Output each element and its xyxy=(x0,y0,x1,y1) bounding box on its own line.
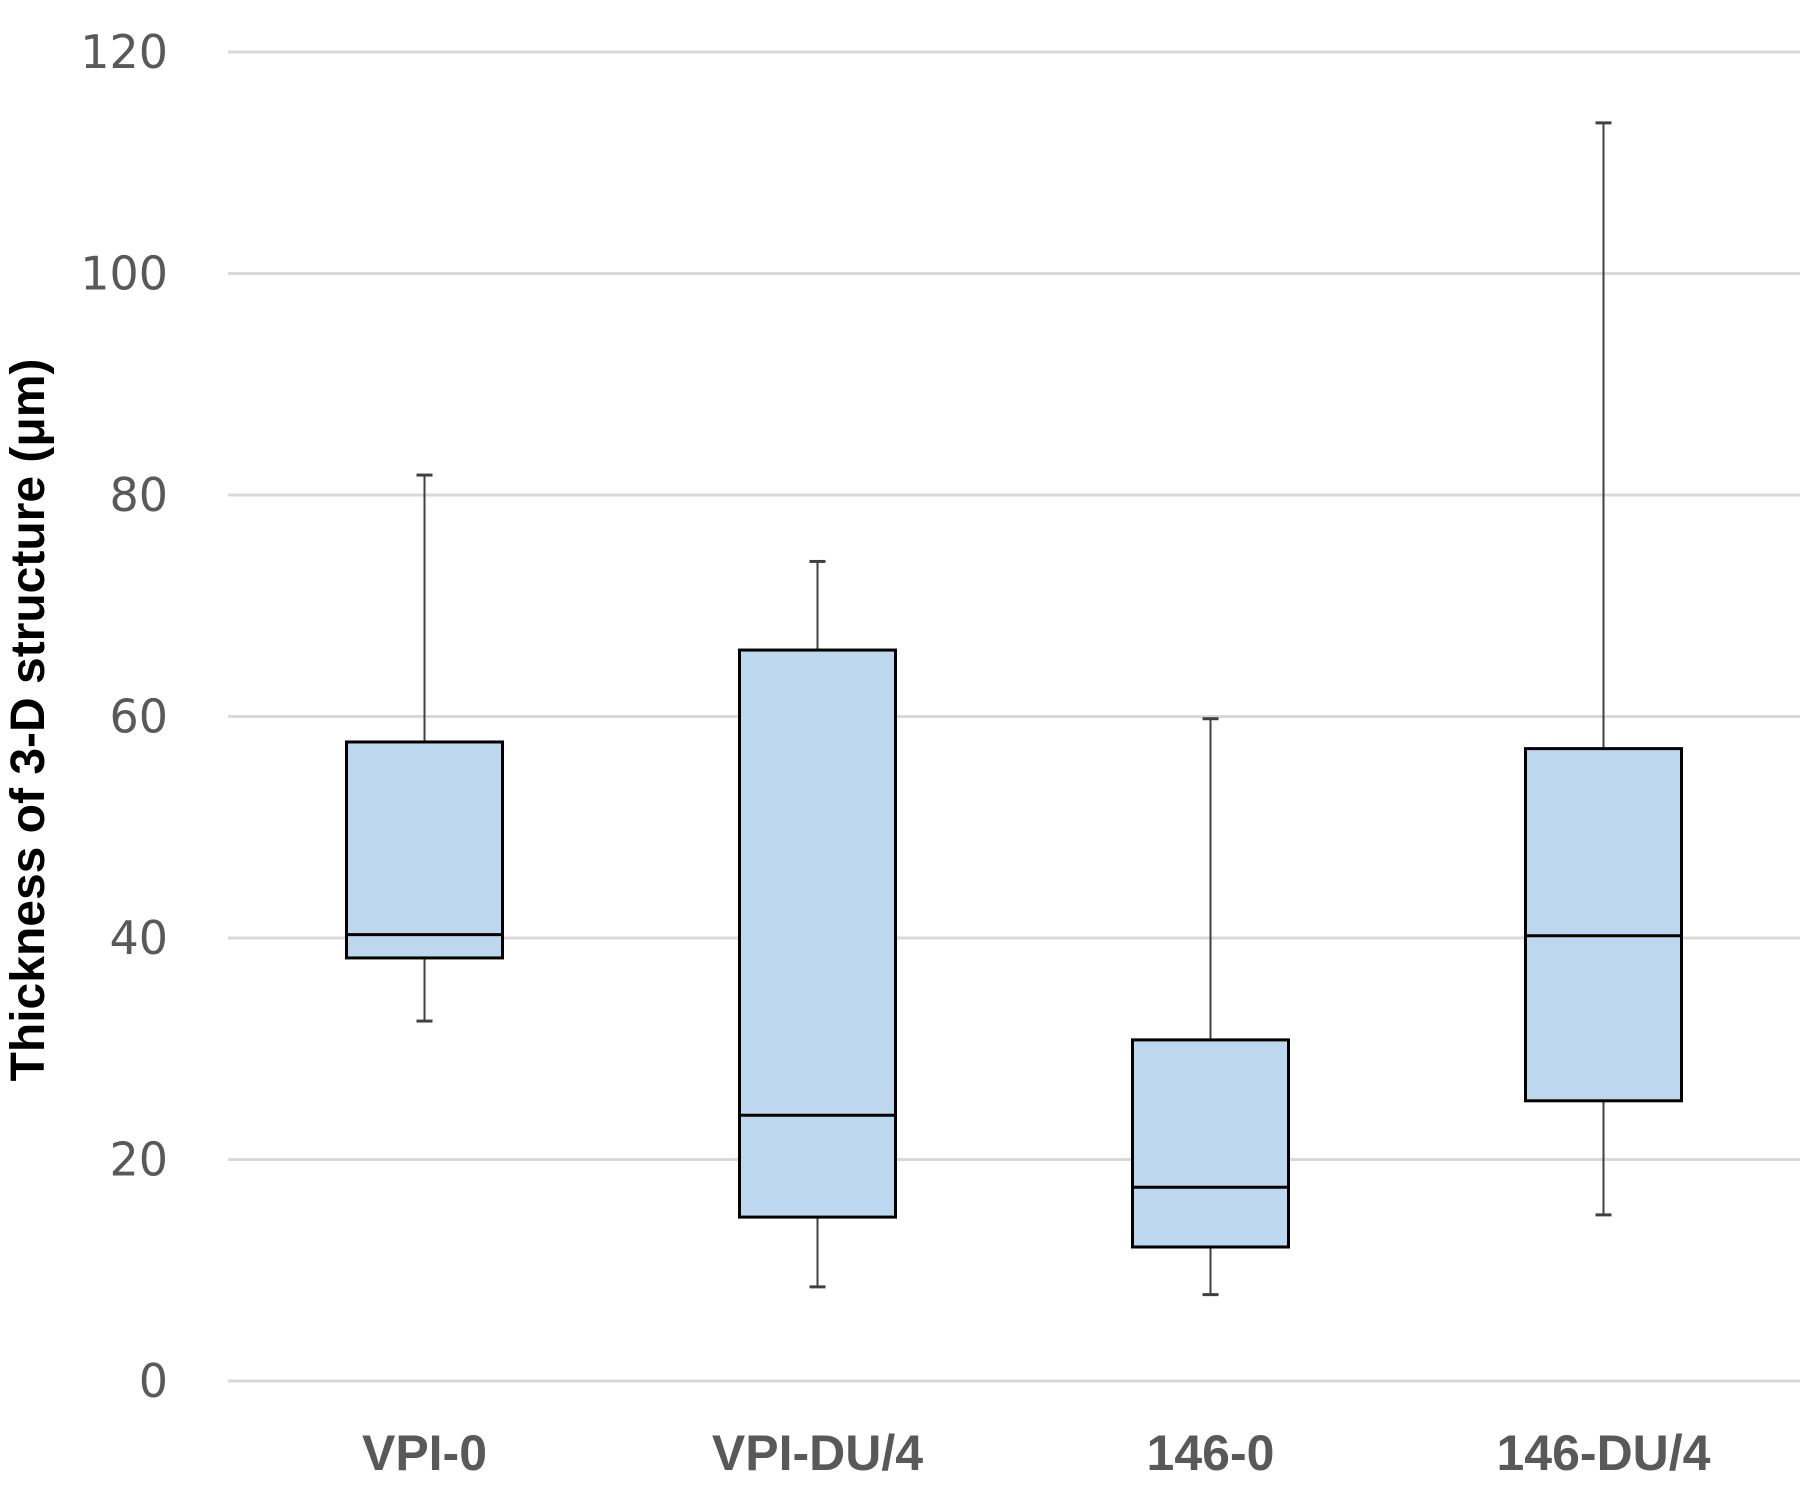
x-tick-label: VPI-DU/4 xyxy=(712,1425,923,1481)
interquartile-box xyxy=(345,740,504,960)
boxes xyxy=(345,121,1683,1297)
y-tick-label: 0 xyxy=(139,1354,168,1408)
gridlines xyxy=(228,50,1800,1383)
interquartile-box xyxy=(738,648,897,1219)
box-VPI-DU/4 xyxy=(738,559,897,1289)
y-tick-label: 120 xyxy=(80,25,168,79)
x-axis-ticks: VPI-0 VPI-DU/4 146-0 146-DU/4 xyxy=(362,1425,1711,1481)
y-tick-label: 100 xyxy=(80,247,168,301)
interquartile-box xyxy=(1131,1038,1290,1249)
interquartile-box xyxy=(1524,747,1683,1103)
x-tick-label: 146-DU/4 xyxy=(1497,1425,1711,1481)
y-tick-label: 60 xyxy=(109,690,168,744)
y-tick-label: 40 xyxy=(109,911,168,965)
y-tick-label: 80 xyxy=(109,468,168,522)
box-VPI-0 xyxy=(345,473,504,1023)
y-axis-title: Thickness of 3-D structure (μm) xyxy=(2,359,55,1082)
box-146-0 xyxy=(1131,717,1290,1297)
x-tick-label: 146-0 xyxy=(1147,1425,1275,1481)
box-146-DU/4 xyxy=(1524,121,1683,1217)
x-tick-label: VPI-0 xyxy=(362,1425,487,1481)
y-tick-label: 20 xyxy=(109,1133,168,1187)
y-axis-ticks: 0 20 40 60 80 100 120 xyxy=(80,25,168,1408)
